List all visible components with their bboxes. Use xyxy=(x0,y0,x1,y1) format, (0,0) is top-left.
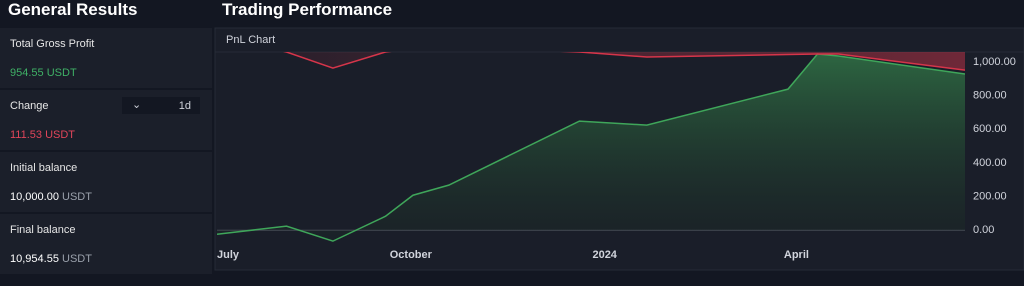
stat-label: Change xyxy=(10,100,49,112)
stat-card: Change ⌄ 1d 111.53 USDT xyxy=(0,90,212,150)
stat-label: Final balance xyxy=(10,224,76,236)
plot-area xyxy=(217,52,965,242)
y-tick-label: 400.00 xyxy=(973,157,1007,169)
x-tick-label: October xyxy=(390,249,433,261)
unit: USDT xyxy=(62,191,92,203)
stat-card: Initial balance 10,000.00 USDT xyxy=(0,152,212,212)
stat-value: 10,000.00 USDT xyxy=(10,191,92,203)
stat-label: Total Gross Profit xyxy=(10,38,95,50)
stat-value: 954.55 USDT xyxy=(10,67,77,79)
y-tick-label: 1,000.00 xyxy=(973,56,1016,68)
stat-card: Final balance 10,954.55 USDT xyxy=(0,214,212,274)
section-title: Trading Performance xyxy=(222,0,393,19)
drawdown-line xyxy=(283,52,965,71)
x-tick-label: April xyxy=(784,249,809,261)
unit: USDT xyxy=(45,129,76,141)
x-tick-label: 2024 xyxy=(592,249,617,261)
y-tick-label: 200.00 xyxy=(973,190,1007,202)
equity-area xyxy=(217,54,965,242)
period-dropdown[interactable]: ⌄ 1d xyxy=(122,97,200,114)
stat-card: Total Gross Profit 954.55 USDT xyxy=(0,28,212,88)
stat-value: 10,954.55 USDT xyxy=(10,253,92,265)
stat-value: 111.53 USDT xyxy=(10,129,75,141)
panel-title: PnL Chart xyxy=(226,34,275,46)
section-title: General Results xyxy=(8,0,138,19)
y-tick-label: 800.00 xyxy=(973,90,1007,102)
drawdown-area xyxy=(286,52,965,71)
unit: USDT xyxy=(62,253,92,265)
period: 1d xyxy=(178,100,191,112)
y-tick-label: 0.00 xyxy=(973,224,994,236)
x-tick-label: July xyxy=(217,249,240,261)
stat-label: Initial balance xyxy=(10,162,78,174)
y-tick-label: 600.00 xyxy=(973,123,1007,135)
unit: USDT xyxy=(46,67,77,79)
value: 10,954.55 xyxy=(10,253,59,265)
value: 10,000.00 xyxy=(10,191,59,203)
chevron-icon: ⌄ xyxy=(132,99,142,111)
value: 111.53 xyxy=(10,129,43,141)
value: 954.55 xyxy=(10,67,44,79)
